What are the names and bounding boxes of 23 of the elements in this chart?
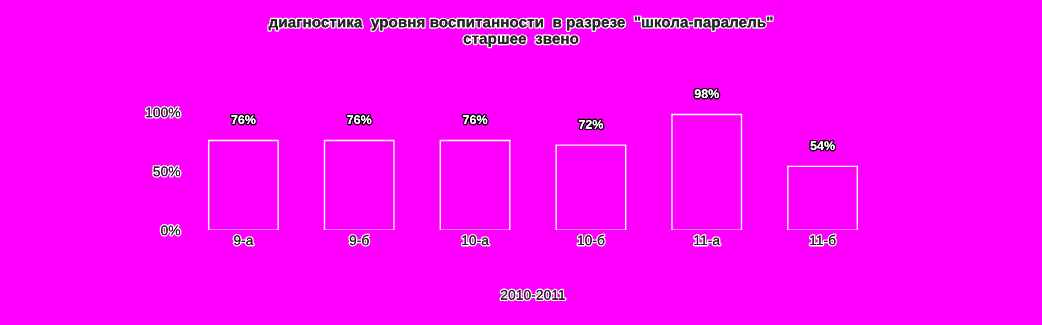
x-tick-label: 9-б	[349, 234, 369, 246]
data-label: 76%	[463, 115, 488, 125]
y-tick-label: 100%	[146, 107, 181, 118]
bar	[555, 144, 627, 231]
data-label: 98%	[694, 89, 719, 99]
x-tick-label: 10-а	[462, 235, 489, 246]
bar	[439, 139, 511, 231]
data-label: 72%	[578, 119, 604, 129]
y-tick-label: 0%	[161, 225, 181, 236]
x-tick-label: 9-а	[234, 235, 254, 246]
bar	[323, 139, 395, 231]
bar	[787, 165, 859, 231]
data-label: 54%	[810, 141, 835, 151]
bar	[207, 139, 279, 231]
x-tick-label: 10-б	[577, 234, 605, 246]
bar	[671, 113, 743, 231]
y-tick-label: 50%	[153, 166, 181, 177]
data-label: 76%	[231, 115, 256, 125]
data-label: 76%	[347, 115, 372, 125]
x-tick-label: 11-б	[810, 234, 836, 246]
chart-title: диагностика уровня воспитанности в разрезе "школа-паралель" старшее звено	[268, 16, 773, 47]
x-tick-label: 11-а	[694, 235, 721, 246]
x-axis-title: 2010-2011	[500, 289, 566, 300]
